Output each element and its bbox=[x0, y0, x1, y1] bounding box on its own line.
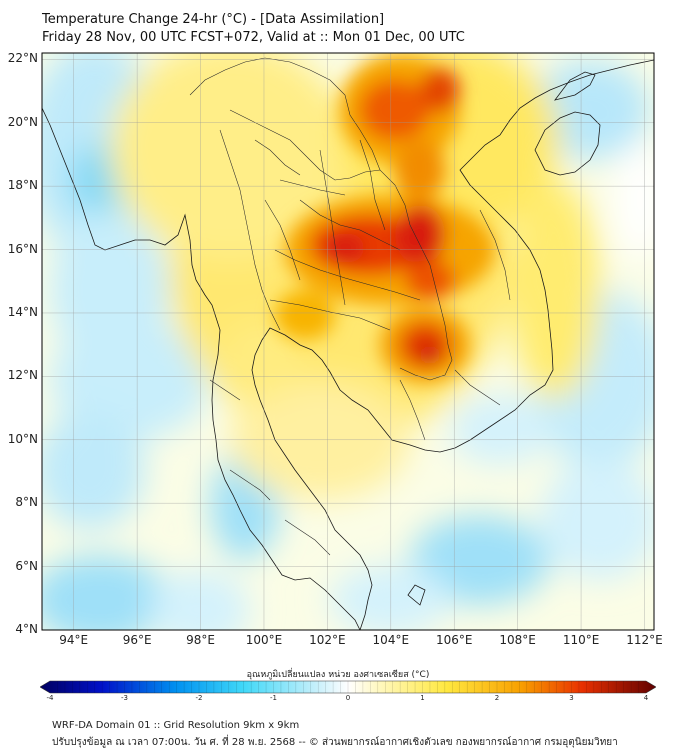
colorbar-tick-label: 0 bbox=[345, 694, 351, 702]
longitude-tick-label: 108°E bbox=[499, 633, 536, 647]
colorbar bbox=[40, 680, 656, 694]
latitude-tick-label: 12°N bbox=[7, 368, 38, 383]
colorbar-tick-label: 2 bbox=[494, 694, 500, 702]
longitude-tick-label: 102°E bbox=[309, 633, 346, 647]
colorbar-tick-label: -4 bbox=[46, 694, 54, 702]
longitude-tick-label: 96°E bbox=[122, 633, 152, 647]
colorbar-tick-label: 3 bbox=[569, 694, 574, 702]
colorbar-tick-label: 1 bbox=[420, 694, 425, 702]
longitude-tick-label: 94°E bbox=[59, 633, 89, 647]
latitude-tick-label: 4°N bbox=[15, 622, 38, 636]
longitude-tick-label: 104°E bbox=[372, 633, 410, 647]
latitude-tick-label: 10°N bbox=[7, 431, 38, 446]
latitude-tick-label: 16°N bbox=[7, 241, 38, 256]
colorbar-tick-label: -2 bbox=[195, 694, 203, 702]
latitude-tick-label: 8°N bbox=[15, 495, 38, 510]
map-frame bbox=[41, 52, 655, 631]
map-panel bbox=[41, 52, 655, 631]
longitude-tick-label: 98°E bbox=[186, 633, 215, 647]
latitude-tick-label: 20°N bbox=[7, 114, 38, 129]
latitude-tick-label: 14°N bbox=[7, 304, 38, 319]
longitude-tick-label: 110°E bbox=[562, 633, 600, 647]
map-title: Temperature Change 24-hr (°C) - [Data As… bbox=[42, 12, 385, 27]
model-info: WRF-DA Domain 01 :: Grid Resolution 9km … bbox=[52, 720, 300, 731]
latitude-tick-label: 6°N bbox=[15, 558, 38, 573]
latitude-tick-label: 18°N bbox=[7, 178, 38, 193]
longitude-tick-label: 112°E bbox=[626, 633, 663, 647]
colorbar-tick-label: -1 bbox=[270, 694, 277, 702]
update-credit: ปรับปรุงข้อมูล ณ เวลา 07:00น. วัน ศ. ที่… bbox=[52, 737, 618, 748]
temperature-change-map bbox=[41, 52, 655, 631]
colorbar-title: อุณหภูมิเปลี่ยนแปลง หน่วย องศาเซลเซียส (… bbox=[246, 670, 430, 680]
longitude-tick-label: 100°E bbox=[245, 633, 283, 647]
map-subtitle: Friday 28 Nov, 00 UTC FCST+072, Valid at… bbox=[42, 30, 465, 45]
colorbar-tick-label: -3 bbox=[121, 694, 128, 702]
coastlines bbox=[42, 59, 654, 630]
colorbar-tick-label: 4 bbox=[643, 694, 649, 702]
temperature-field bbox=[42, 53, 654, 630]
country-borders bbox=[189, 57, 511, 556]
longitude-tick-label: 106°E bbox=[435, 633, 473, 647]
latitude-tick-label: 22°N bbox=[7, 51, 38, 66]
